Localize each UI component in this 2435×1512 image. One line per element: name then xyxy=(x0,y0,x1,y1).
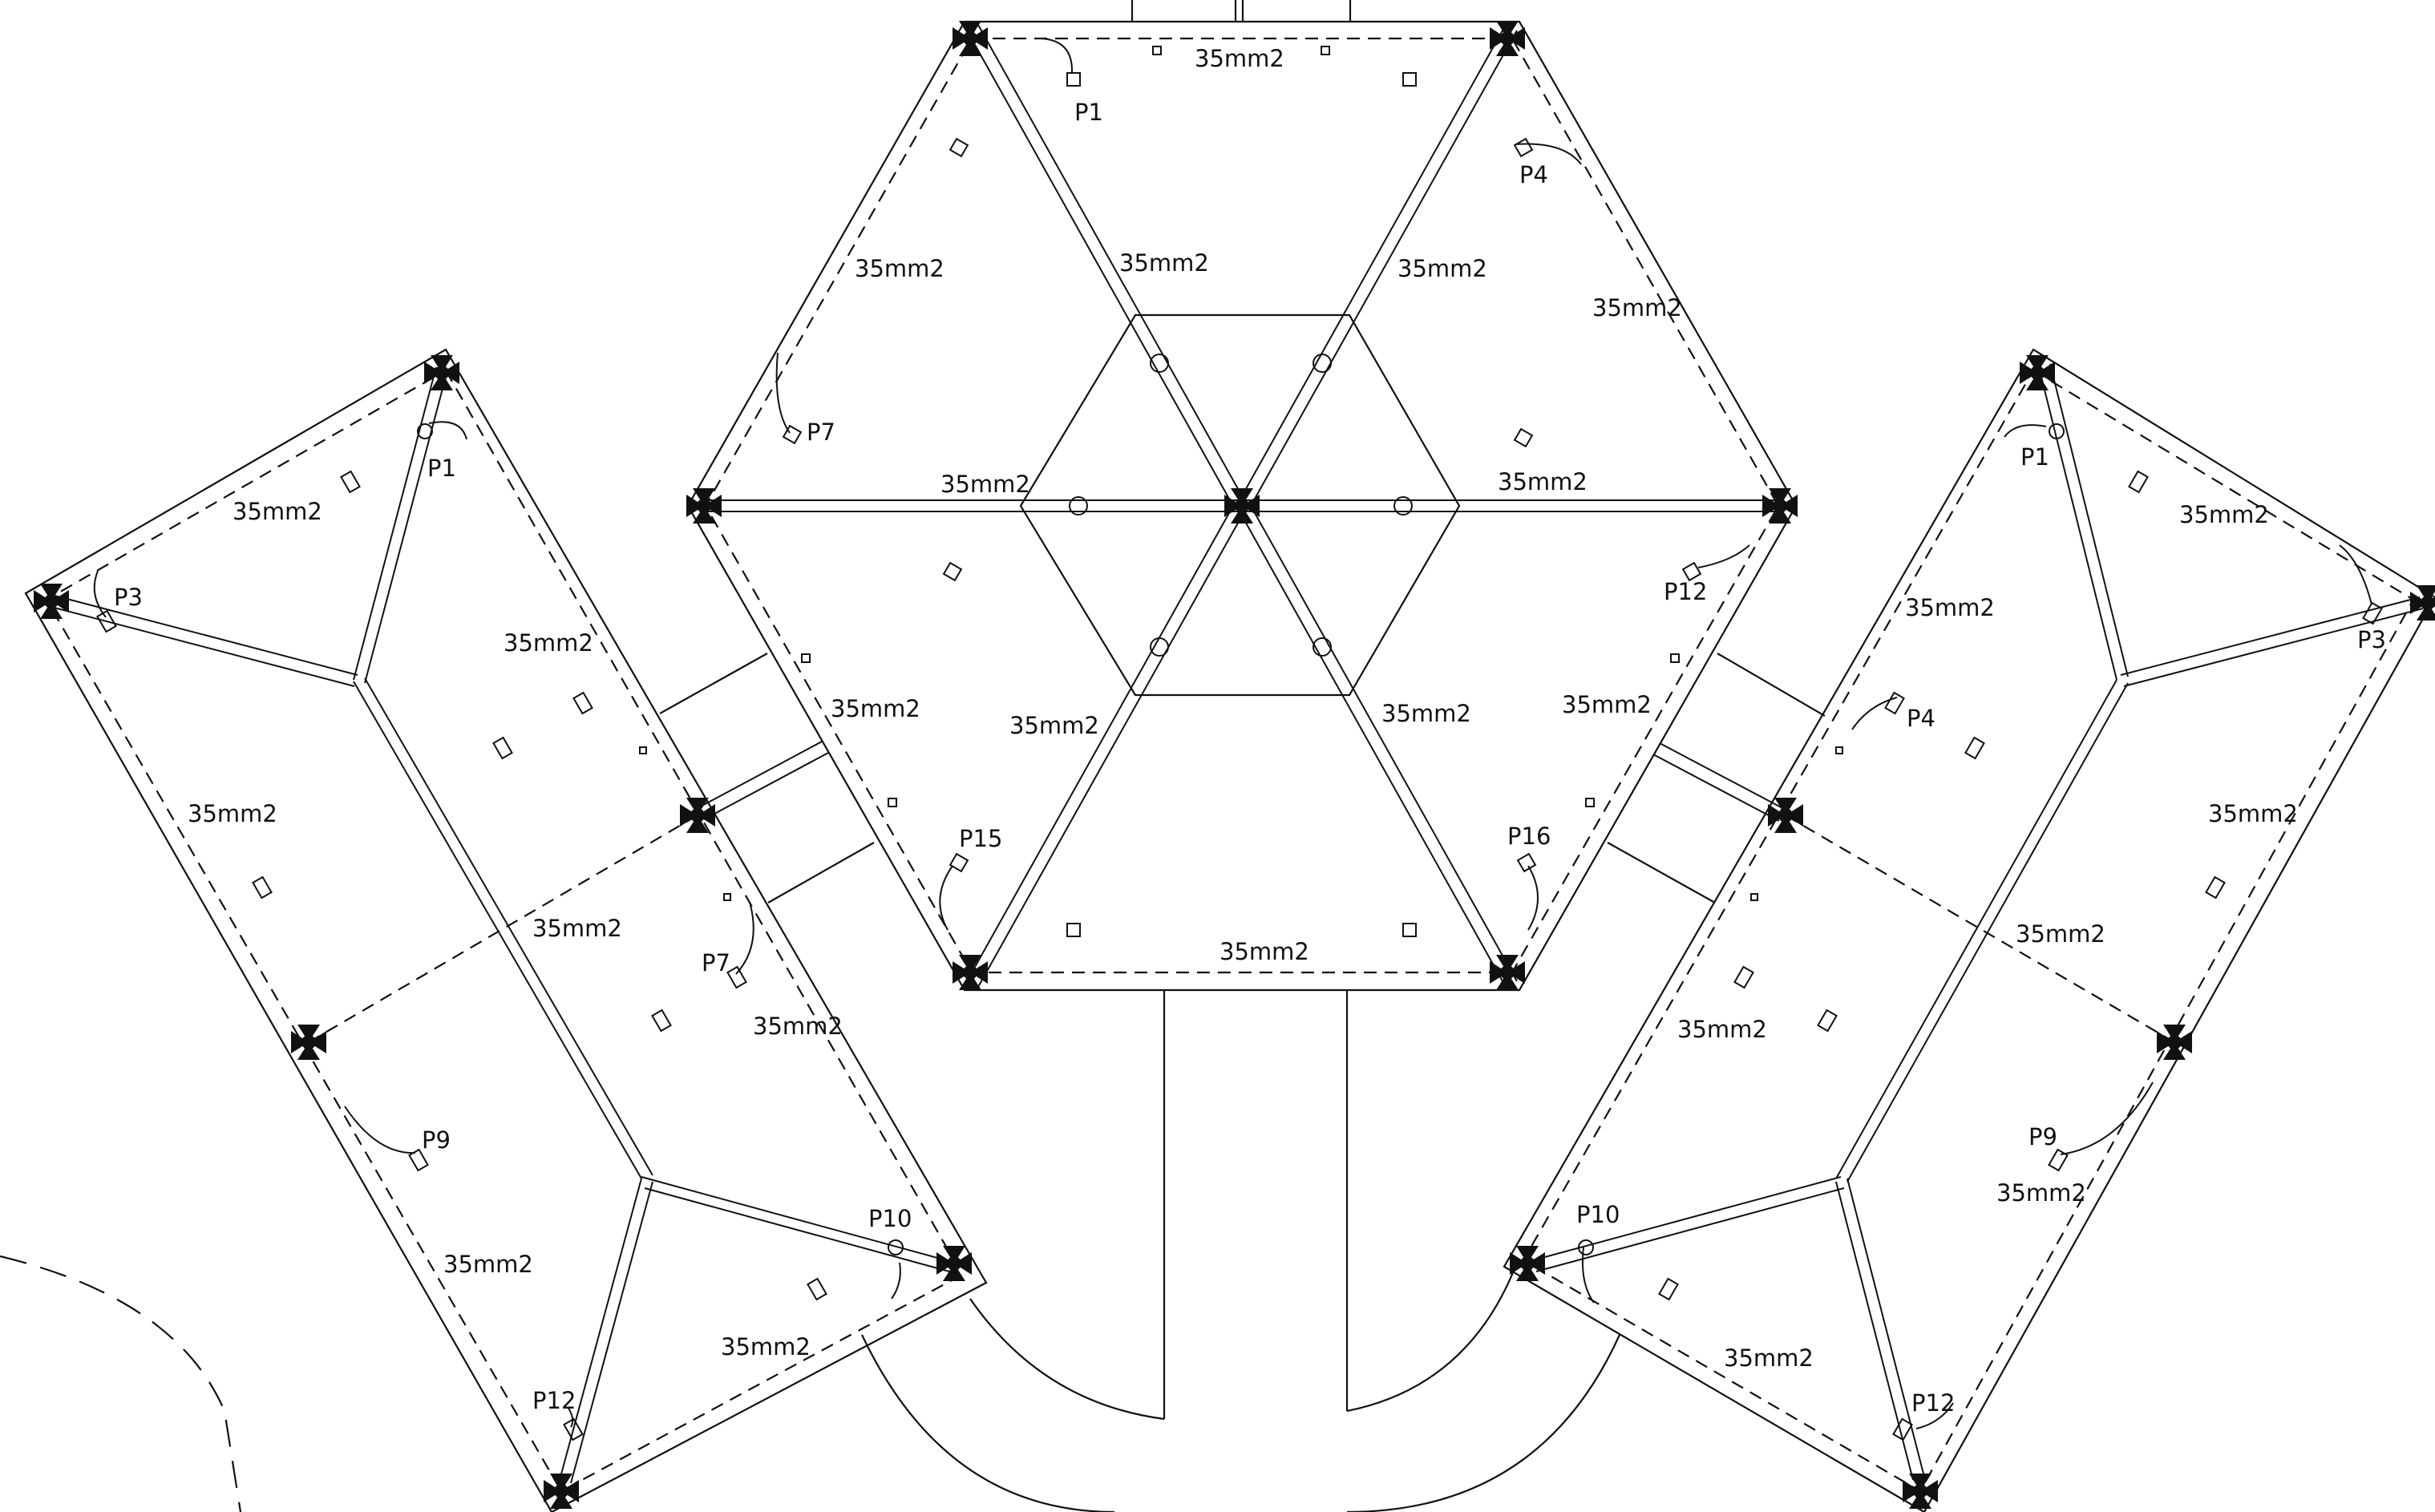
point-label: P12 xyxy=(532,1387,576,1414)
point-label: P3 xyxy=(114,584,143,611)
conductor-label: 35mm2 xyxy=(753,1013,843,1040)
point-label: P4 xyxy=(1519,161,1548,188)
point-label: P4 xyxy=(1907,705,1935,732)
left-wing-labels: 35mm2 35mm2 35mm2 35mm2 35mm2 35mm2 35mm… xyxy=(114,455,912,1414)
conductor-label: 35mm2 xyxy=(1195,45,1284,72)
test-pad-icon xyxy=(96,46,2383,1441)
conductor-label: 35mm2 xyxy=(1009,712,1099,739)
right-wing-labels: 35mm2 35mm2 35mm2 35mm2 35mm2 35mm2 35mm… xyxy=(1576,443,2386,1417)
point-label: P7 xyxy=(702,949,730,976)
connector-ring-icon xyxy=(417,354,2065,1255)
left-wing-outline xyxy=(24,348,988,1512)
point-label: P10 xyxy=(1576,1201,1620,1228)
conductor-label: 35mm2 xyxy=(1220,938,1309,965)
conductor-label: 35mm2 xyxy=(1905,594,1995,621)
conductor-label: 35mm2 xyxy=(1724,1344,1814,1372)
conductor-label: 35mm2 xyxy=(2179,501,2269,528)
point-label: P12 xyxy=(1911,1389,1955,1417)
conductor-label: 35mm2 xyxy=(443,1251,533,1278)
conductor-label: 35mm2 xyxy=(233,498,322,525)
point-label: P10 xyxy=(868,1205,912,1232)
point-label: P15 xyxy=(959,825,1002,852)
point-label: P12 xyxy=(1664,578,1707,605)
conductor-label: 35mm2 xyxy=(1677,1016,1767,1043)
conductor-label: 35mm2 xyxy=(831,695,920,722)
conductor-label: 35mm2 xyxy=(2208,800,2298,827)
conductor-label: 35mm2 xyxy=(1562,691,1652,718)
point-label: P1 xyxy=(2020,443,2049,471)
hexagon-labels: 35mm2 35mm2 35mm2 35mm2 35mm2 35mm2 35mm… xyxy=(807,45,1707,965)
conductor-label: 35mm2 xyxy=(855,255,944,282)
right-wing-outline xyxy=(1503,348,2435,1512)
conductor-label: 35mm2 xyxy=(504,629,593,657)
conductor-label: 35mm2 xyxy=(532,915,622,942)
conductor-label: 35mm2 xyxy=(940,471,1030,498)
point-label: P9 xyxy=(2028,1123,2057,1150)
point-label: P3 xyxy=(2357,626,2386,653)
point-label: P7 xyxy=(807,418,835,446)
conductor-label: 35mm2 xyxy=(1592,294,1682,321)
conductor-label: 35mm2 xyxy=(2016,920,2105,948)
point-label: P1 xyxy=(427,455,456,482)
conductor-label: 35mm2 xyxy=(1381,700,1471,727)
conductor-label: 35mm2 xyxy=(1996,1179,2086,1207)
inner-hexagon-outline xyxy=(1019,313,1461,697)
leader-curves xyxy=(93,38,2372,1429)
conductor-label: 35mm2 xyxy=(1119,249,1209,277)
point-label: P9 xyxy=(422,1126,451,1154)
conductor-label: 35mm2 xyxy=(188,800,277,827)
point-label: P16 xyxy=(1507,823,1551,850)
earth-rod-icon xyxy=(32,19,2435,1510)
conductor-lines xyxy=(51,24,2424,1484)
conductor-label: 35mm2 xyxy=(1498,468,1588,495)
conductor-label: 35mm2 xyxy=(721,1333,811,1360)
conductor-label: 35mm2 xyxy=(1397,255,1487,282)
point-label: P1 xyxy=(1074,99,1103,126)
